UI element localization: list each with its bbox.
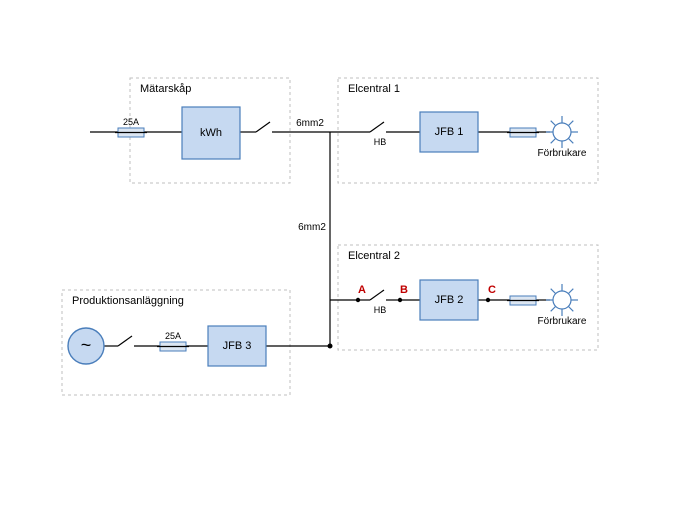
- load-icon-2-ray: [568, 289, 573, 294]
- fuse-label-f25a_1: 25A: [123, 117, 139, 127]
- label-B: B: [400, 284, 408, 296]
- load-icon-2: [553, 291, 571, 309]
- switch-icon: [118, 336, 132, 346]
- group-title-matarskap: Mätarskåp: [140, 83, 191, 95]
- label-forbrukare-2: Förbrukare: [538, 316, 587, 327]
- load-icon-1-ray: [551, 138, 556, 143]
- switch-icon: [370, 290, 384, 300]
- load-icon-1-ray: [551, 121, 556, 126]
- load-icon-1: [553, 123, 571, 141]
- switch-icon: [256, 122, 270, 132]
- load-icon-1-ray: [568, 121, 573, 126]
- label-hb1: HB: [374, 137, 387, 147]
- switch-icon: [370, 122, 384, 132]
- load-icon-1-ray: [568, 138, 573, 143]
- label-6mm2-2: 6mm2: [298, 222, 326, 233]
- group-title-elcentral1: Elcentral 1: [348, 83, 400, 95]
- load-icon-2-ray: [551, 289, 556, 294]
- group-title-elcentral2: Elcentral 2: [348, 250, 400, 262]
- block-label-jfb3: JFB 3: [223, 340, 252, 352]
- label-hb2: HB: [374, 305, 387, 315]
- label-forbrukare-1: Förbrukare: [538, 148, 587, 159]
- label-6mm2-1: 6mm2: [296, 118, 324, 129]
- fuse-label-f25a_2: 25A: [165, 331, 181, 341]
- generator-symbol: ~: [81, 335, 92, 355]
- block-label-jfb1: JFB 1: [435, 126, 464, 138]
- block-label-kwh: kWh: [200, 127, 222, 139]
- label-C: C: [488, 284, 496, 296]
- load-icon-2-ray: [551, 306, 556, 311]
- group-title-prod: Produktionsanläggning: [72, 295, 184, 307]
- block-label-jfb2: JFB 2: [435, 294, 464, 306]
- load-icon-2-ray: [568, 306, 573, 311]
- label-A: A: [358, 284, 366, 296]
